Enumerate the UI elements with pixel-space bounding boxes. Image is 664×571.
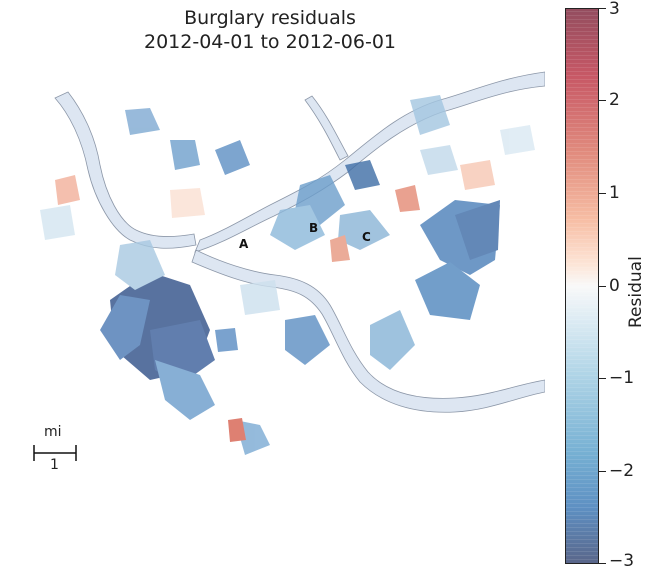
tick-label-2: 2	[609, 90, 620, 110]
tract-18	[410, 95, 450, 135]
place-label-b: B	[309, 221, 318, 235]
tick-3	[599, 8, 606, 9]
place-label-c: C	[362, 230, 371, 244]
tract-26	[40, 205, 75, 240]
tract-5	[115, 240, 165, 290]
tract-15	[285, 315, 330, 365]
tick-label-1: 1	[609, 183, 620, 203]
tract-24	[460, 160, 495, 190]
tick-2	[599, 100, 606, 101]
scale-bar-value: 1	[50, 457, 59, 473]
tract-4	[155, 360, 215, 420]
tract-12	[345, 160, 380, 190]
tract-2	[100, 295, 150, 360]
tract-13	[215, 140, 250, 175]
tick-neg1	[599, 378, 606, 379]
tract-21	[330, 235, 350, 262]
map-canvas: A B C	[33, 71, 545, 461]
tick-1	[599, 193, 606, 194]
residual-polygons	[40, 95, 535, 455]
tract-19	[125, 108, 160, 135]
tick-0	[599, 286, 606, 287]
colorbar-banding	[565, 8, 599, 564]
creek	[304, 95, 349, 161]
tick-label-neg3: −3	[609, 551, 635, 571]
colorbar-frame	[565, 8, 599, 564]
tick-label-neg1: −1	[609, 368, 635, 388]
tick-label-0: 0	[609, 276, 620, 296]
scale-bar	[33, 445, 77, 461]
tract-20	[395, 185, 420, 212]
colorbar-label: Residual	[626, 256, 646, 328]
map-title: Burglary residuals 2012-04-01 to 2012-06…	[0, 6, 540, 54]
ohio-river	[54, 91, 197, 249]
monongahela-river	[191, 249, 545, 413]
tick-neg3	[599, 563, 606, 564]
tract-7	[415, 262, 480, 320]
scale-bar-unit: mi	[44, 424, 62, 440]
tick-neg2	[599, 471, 606, 472]
title-line-1: Burglary residuals	[184, 7, 356, 29]
tract-14	[170, 140, 200, 170]
tract-27	[240, 280, 280, 315]
place-label-a: A	[239, 237, 249, 251]
tract-29	[215, 328, 238, 352]
tract-25	[170, 188, 205, 218]
tract-28	[420, 145, 458, 175]
tract-8	[455, 200, 500, 260]
tick-label-neg2: −2	[609, 461, 635, 481]
title-line-2: 2012-04-01 to 2012-06-01	[144, 31, 396, 53]
tract-10	[270, 205, 325, 250]
tract-17	[370, 310, 415, 370]
tract-11	[338, 210, 390, 250]
tract-23	[55, 175, 80, 205]
tick-label-3: 3	[609, 0, 620, 19]
tract-30	[500, 125, 535, 155]
tract-22	[228, 418, 246, 442]
